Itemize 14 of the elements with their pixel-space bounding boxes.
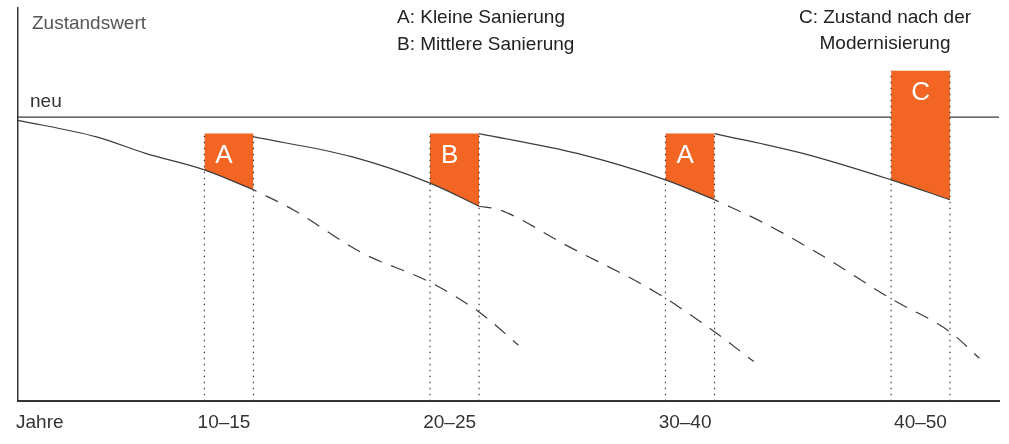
x-axis-title: Jahre (16, 410, 64, 432)
y-axis-title: Zustandswert (32, 12, 147, 34)
ref-line-label: neu (30, 89, 62, 111)
text: C: Zustand nach der Modernisierung (797, 5, 973, 55)
text: B: Mittlere Sanierung (397, 32, 575, 56)
annotation: C (911, 75, 930, 106)
x-tick-label: 30–40 (658, 410, 712, 432)
text: A: Kleine Sanierung (397, 5, 565, 29)
x-tick-label: 40–50 (894, 410, 947, 432)
annotation: A (676, 138, 695, 169)
x-tick-label: 20–25 (423, 410, 477, 432)
annotation: B (440, 138, 459, 169)
x-tick-label: 10–15 (197, 410, 251, 432)
annotation: A (215, 138, 234, 169)
